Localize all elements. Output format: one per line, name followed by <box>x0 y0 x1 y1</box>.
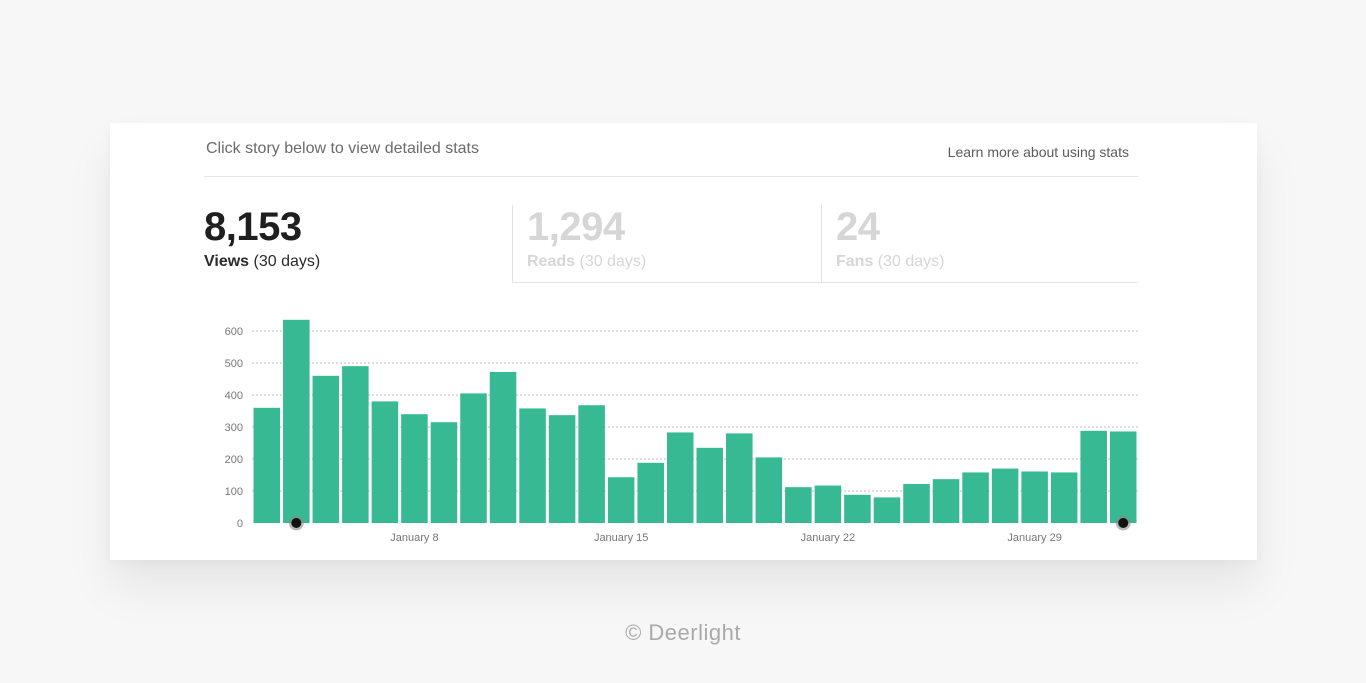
bar-day-5 <box>371 401 399 523</box>
fans-count: 24 <box>836 205 880 249</box>
bar-day-21 <box>844 494 871 523</box>
tab-views[interactable]: 8,153 Views (30 days) <box>204 205 512 283</box>
x-tick-label-january-22: January 22 <box>801 532 855 544</box>
bar-day-27 <box>1021 471 1048 523</box>
bar-day-9 <box>489 371 517 523</box>
reads-label: Reads (30 days) <box>527 253 821 271</box>
tab-reads[interactable]: 1,294 Reads (30 days) <box>512 205 821 283</box>
y-tick-label-600: 600 <box>225 326 243 338</box>
y-tick-label-300: 300 <box>225 422 243 434</box>
y-tick-label-0: 0 <box>237 518 243 530</box>
bar-day-15 <box>666 432 694 523</box>
bar-day-6 <box>401 414 428 523</box>
bar-day-16 <box>696 447 724 523</box>
views-bar-chart: 0 100 200 300 400 500 600 January 8 January 15 Ja… <box>225 319 1138 544</box>
bar-day-29 <box>1080 430 1107 523</box>
fans-label-name: Fans <box>836 253 874 270</box>
bar-day-4 <box>342 366 369 523</box>
stats-header: Click story below to view detailed stats… <box>204 123 1138 177</box>
fans-period: (30 days) <box>877 253 945 270</box>
bar-day-17 <box>726 433 753 523</box>
reads-label-name: Reads <box>527 253 576 270</box>
bar-day-24 <box>932 479 960 523</box>
y-tick-label-400: 400 <box>225 390 243 402</box>
bar-day-10 <box>519 408 546 523</box>
bar-day-19 <box>785 487 812 523</box>
bar-day-22 <box>873 497 901 523</box>
views-count: 8,153 <box>204 205 302 249</box>
x-tick-label-january-8: January 8 <box>390 532 438 544</box>
copyright-footer: © Deerlight <box>625 620 741 645</box>
bar-day-1 <box>253 407 281 523</box>
bar-day-3 <box>312 375 340 523</box>
stats-card: Click story below to view detailed stats… <box>110 123 1257 560</box>
bar-day-13 <box>607 477 635 523</box>
y-tick-label-500: 500 <box>225 358 243 370</box>
range-marker-29 <box>1118 518 1129 528</box>
bar-day-26 <box>991 468 1019 523</box>
bar-day-2 <box>283 319 310 523</box>
bar-day-30 <box>1109 431 1137 523</box>
bar-day-8 <box>460 393 487 523</box>
tab-fans[interactable]: 24 Fans (30 days) <box>821 205 1138 283</box>
bar-day-14 <box>637 462 664 523</box>
x-tick-label-january-15: January 15 <box>594 532 648 544</box>
reads-period: (30 days) <box>579 253 647 270</box>
fans-label: Fans (30 days) <box>836 253 1138 271</box>
learn-more-link[interactable]: Learn more about using stats <box>947 144 1129 160</box>
bar-day-23 <box>903 483 930 523</box>
range-marker-1 <box>291 518 302 528</box>
views-label: Views (30 days) <box>204 253 512 271</box>
instruction-text: Click story below to view detailed stats <box>206 140 479 157</box>
views-period: (30 days) <box>253 253 321 270</box>
x-tick-label-january-29: January 29 <box>1007 532 1061 544</box>
bar-day-18 <box>755 457 783 523</box>
y-tick-label-200: 200 <box>225 454 243 466</box>
bar-day-25 <box>962 472 989 523</box>
bar-day-28 <box>1050 472 1078 523</box>
bar-day-7 <box>430 422 458 523</box>
bar-day-20 <box>814 485 842 523</box>
bar-day-12 <box>578 405 605 523</box>
views-label-name: Views <box>204 253 250 270</box>
y-tick-label-100: 100 <box>225 486 243 498</box>
reads-count: 1,294 <box>527 205 625 249</box>
bar-day-11 <box>548 415 576 523</box>
